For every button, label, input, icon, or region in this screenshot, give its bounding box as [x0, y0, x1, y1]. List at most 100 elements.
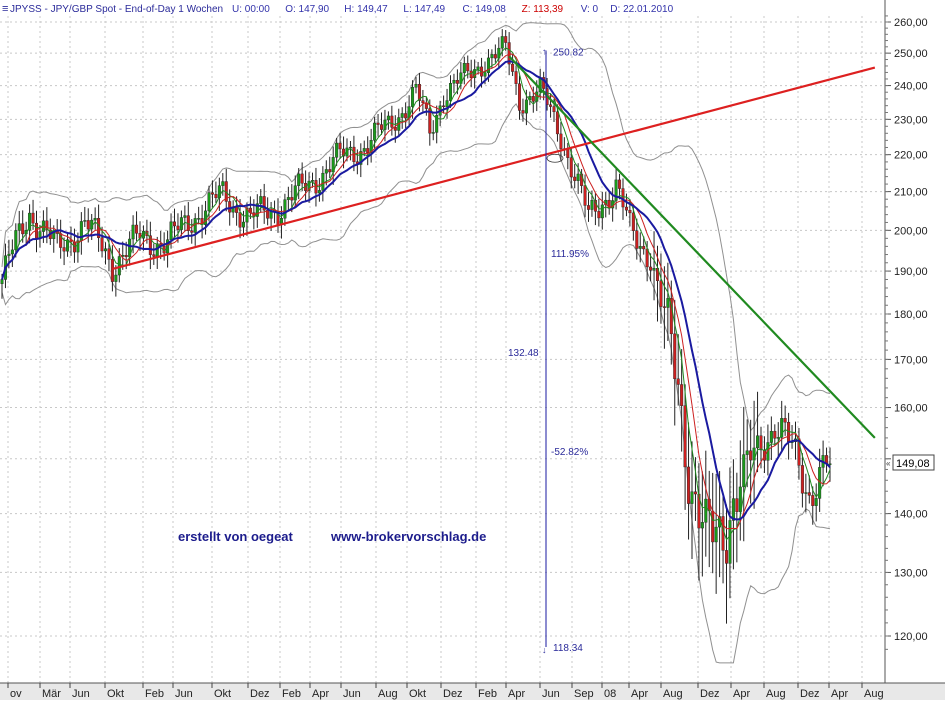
y-tick-label-5: 210,00 — [894, 187, 928, 199]
trendline-resistance[interactable] — [508, 55, 876, 439]
candle-body — [359, 151, 363, 165]
candle-body — [114, 274, 118, 282]
candle-body — [45, 220, 49, 231]
candle-body — [110, 259, 114, 282]
candle-body — [210, 192, 214, 195]
candle-body — [618, 179, 622, 189]
candle-body — [135, 224, 139, 234]
candle-body — [369, 140, 373, 154]
candle-body — [400, 113, 404, 118]
candle-body — [169, 221, 173, 240]
candle-body — [511, 63, 515, 72]
candle-body — [614, 179, 618, 201]
candle-body — [17, 223, 21, 231]
candle-body — [676, 378, 680, 385]
candle-body — [600, 204, 604, 219]
candle-body — [290, 197, 294, 201]
candle-body — [587, 205, 591, 210]
candle-body — [148, 235, 152, 255]
candle-body — [107, 248, 111, 260]
candle-body — [445, 100, 449, 107]
trendlines[interactable] — [112, 55, 876, 439]
candle-body — [386, 115, 390, 121]
candle-body — [683, 405, 687, 468]
candle-body — [190, 230, 194, 233]
candle-body — [21, 223, 25, 235]
x-tick-label-9: Apr — [312, 688, 329, 700]
candle-body — [366, 148, 370, 154]
x-tick-label-19: Apr — [631, 688, 648, 700]
candle-body — [166, 239, 170, 254]
candle-body — [476, 66, 480, 70]
candle-body — [687, 466, 691, 504]
candle-body — [814, 498, 818, 506]
candle-body — [483, 72, 487, 77]
x-tick-label-24: Dez — [800, 688, 820, 700]
candle-body — [241, 221, 245, 228]
candle-body — [217, 185, 221, 199]
header-field-u: U: 00:00 — [232, 4, 270, 15]
candle-body — [569, 157, 573, 178]
candle-body — [749, 450, 753, 461]
x-tick-label-15: Apr — [508, 688, 525, 700]
y-tick-label-8: 180,00 — [894, 309, 928, 321]
candle-body — [490, 54, 494, 59]
x-tick-label-23: Aug — [766, 688, 786, 700]
candle-body — [411, 87, 415, 107]
candle-body — [262, 196, 266, 211]
candle-body — [745, 450, 749, 455]
candle-body — [524, 99, 528, 114]
candle-body — [693, 491, 697, 495]
candle-body — [214, 194, 218, 199]
candle-body — [31, 212, 35, 224]
header-field-o: O: 147,90 — [285, 4, 329, 15]
header-field-z: Z: 113,39 — [522, 4, 564, 15]
x-tick-label-11: Aug — [378, 688, 398, 700]
candle-body — [435, 115, 439, 133]
candle-body — [62, 247, 66, 252]
candle-body — [338, 142, 342, 150]
candle-body — [286, 197, 290, 200]
candle-body — [559, 133, 563, 149]
candle-body — [311, 180, 315, 182]
candle-body — [704, 498, 708, 523]
x-axis: ov Mär Jun Okt Feb Jun Okt Dez Feb Apr Jun Aug Okt De… — [0, 682, 945, 700]
candle-body — [756, 435, 760, 449]
x-tick-label-18: 08 — [604, 688, 616, 700]
candle-body — [800, 465, 804, 494]
candle-body — [759, 435, 763, 451]
candle-body — [521, 110, 525, 114]
annotation-1: 118.34 — [553, 643, 583, 654]
last-price-label: 149,08 — [896, 458, 930, 470]
bollinger-upper — [1, 22, 831, 432]
trendline-support[interactable] — [112, 66, 876, 271]
candle-body — [10, 249, 14, 255]
x-tick-label-12: Okt — [409, 688, 426, 700]
candle-body — [297, 173, 301, 186]
candle-body — [711, 510, 715, 543]
candle-body — [76, 240, 80, 253]
header-field-d: D: 22.01.2010 — [610, 4, 673, 15]
candle-body — [642, 246, 646, 250]
header-symbol: JPYSS — [10, 4, 42, 15]
candle-body — [283, 199, 287, 219]
candle-body — [152, 254, 156, 257]
candle-body — [725, 550, 729, 564]
x-tick-label-7: Dez — [250, 688, 270, 700]
candle-body — [680, 384, 684, 406]
y-tick-label-1: 250,00 — [894, 48, 928, 60]
candle-body — [828, 463, 832, 465]
candle-body — [728, 520, 732, 564]
y-tick-label-4: 220,00 — [894, 150, 928, 162]
candle-body — [659, 280, 663, 307]
header-period: End-of-Day 1 Wochen — [125, 4, 223, 15]
grid-lines — [0, 16, 885, 683]
candle-body — [317, 190, 321, 194]
moving-average-green — [1, 47, 831, 541]
x-tick-label-6: Okt — [214, 688, 231, 700]
chart-header: JPYSS - JPY/GBP Spot - End-of-Day 1 Woch… — [10, 4, 223, 15]
candle-body — [404, 113, 408, 119]
candle-body — [207, 192, 211, 212]
